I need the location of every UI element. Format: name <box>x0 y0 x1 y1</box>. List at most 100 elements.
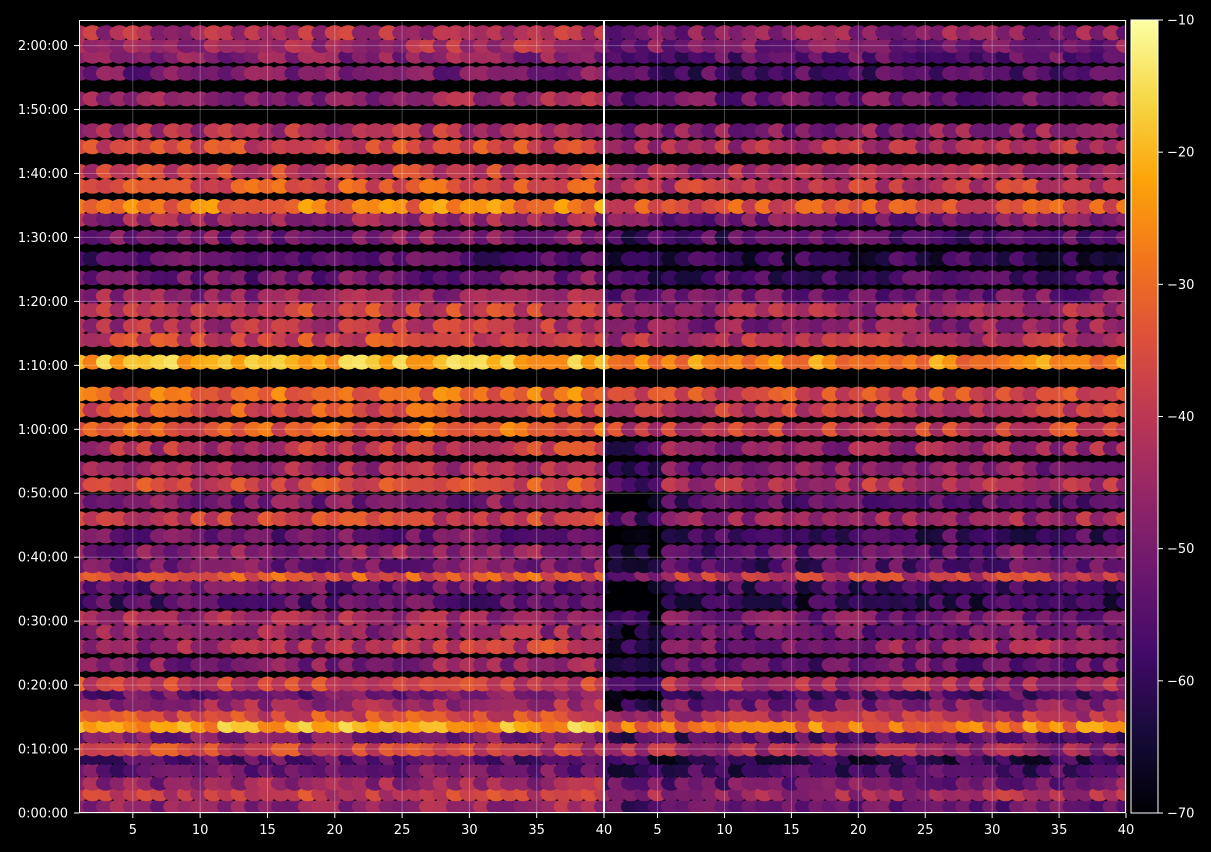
heatmap-cell <box>594 65 604 81</box>
heatmap-cell <box>1116 610 1126 626</box>
heatmap-cell <box>1116 65 1126 81</box>
heatmap-cell <box>1116 775 1126 791</box>
heatmap-cell <box>594 461 604 477</box>
heatmap-cell <box>594 251 604 267</box>
heatmap-cell <box>1116 494 1126 510</box>
heatmap-cell <box>1116 251 1126 267</box>
heatmap-cell <box>594 211 604 227</box>
heatmap-cell <box>594 775 604 791</box>
colorbar-tick-label: −50 <box>1167 542 1194 557</box>
heatmap-panel-right <box>604 25 1126 813</box>
y-tick-label: 0:20:00 <box>18 679 68 694</box>
y-tick-label: 1:50:00 <box>18 103 68 118</box>
y-tick-label: 0:10:00 <box>18 743 68 758</box>
heatmap-cell <box>1116 696 1126 712</box>
heatmap-cell <box>1116 178 1126 194</box>
axes-frame <box>79 20 604 813</box>
heatmap-cell <box>1116 163 1126 179</box>
heatmap-cell <box>1116 741 1126 757</box>
heatmap-cell <box>1116 528 1126 544</box>
heatmap-cell <box>1116 332 1126 348</box>
x-tick-label: 25 <box>917 823 934 838</box>
heatmap-cell <box>594 558 604 574</box>
heatmap-cell <box>594 657 604 673</box>
heatmap-cell <box>1116 386 1126 402</box>
heatmap-cell <box>594 386 604 402</box>
heatmap-cell <box>594 477 604 493</box>
x-tick-label: 40 <box>1118 823 1135 838</box>
heatmap-cell <box>594 139 604 155</box>
heatmap-cell <box>594 762 604 778</box>
x-tick-label: 5 <box>653 823 661 838</box>
heatmap-cell <box>1116 657 1126 673</box>
heatmap-cell <box>1116 302 1126 318</box>
x-axis: 5 10 15 20 25 30 35 40 5 10 15 20 25 30 35 40 <box>129 813 1135 838</box>
y-tick-label: 2:00:00 <box>18 39 68 54</box>
heatmap-cell <box>594 402 604 418</box>
heatmap-cell <box>594 270 604 286</box>
heatmap-cell <box>1116 461 1126 477</box>
colorbar-tick-label: −10 <box>1167 14 1194 29</box>
heatmap-cell <box>1116 38 1126 54</box>
heatmap-cell <box>1116 441 1126 456</box>
heatmap-cell <box>1116 579 1126 595</box>
heatmap-cell <box>594 494 604 510</box>
heatmap-cell <box>594 288 604 304</box>
y-tick-label: 0:00:00 <box>18 807 68 822</box>
heatmap-cell <box>1116 511 1126 527</box>
axes-frames <box>79 20 1126 813</box>
x-tick-label: 20 <box>850 823 867 838</box>
y-tick-label: 0:50:00 <box>18 487 68 502</box>
heatmap-cell <box>594 639 604 655</box>
heatmap-cell <box>594 511 604 527</box>
heatmap-cell <box>594 163 604 179</box>
y-tick-label: 1:20:00 <box>18 295 68 310</box>
y-tick-label: 0:40:00 <box>18 551 68 566</box>
y-tick-label: 1:00:00 <box>18 423 68 438</box>
heatmap-cell <box>1116 270 1126 286</box>
x-tick-label: 5 <box>129 823 137 838</box>
heatmap-cell <box>594 610 604 626</box>
x-tick-label: 20 <box>326 823 343 838</box>
heatmap-cell <box>1116 421 1126 437</box>
colorbar-bar <box>1130 19 1159 814</box>
heatmap-cell <box>594 38 604 54</box>
heatmap-cell <box>594 229 604 245</box>
heatmap-cell <box>1116 639 1126 655</box>
y-tick-label: 1:10:00 <box>18 359 68 374</box>
x-tick-label: 35 <box>1051 823 1068 838</box>
heatmap-cell <box>1116 139 1126 155</box>
heatmap-cell <box>594 579 604 595</box>
heatmap-cell <box>594 25 604 41</box>
axes-frame <box>604 20 1126 813</box>
heatmap-cell <box>1116 91 1126 107</box>
colorbar-tick-label: −20 <box>1167 146 1194 161</box>
heatmap-cell <box>1116 354 1126 370</box>
heatmap-cell <box>594 123 604 139</box>
x-tick-label: 10 <box>192 823 209 838</box>
heatmap-cell <box>594 696 604 712</box>
heatmap-cell <box>1116 211 1126 227</box>
heatmap-cell <box>1116 762 1126 778</box>
heatmap-cell <box>1116 477 1126 493</box>
heatmap-cell <box>594 178 604 194</box>
y-axis: 0:00:00 0:10:00 0:20:00 0:30:00 0:40:00 0:50:… <box>18 39 79 822</box>
heatmap-cell <box>1116 402 1126 418</box>
heatmap-cell <box>1116 594 1126 610</box>
heatmap-cell <box>594 318 604 334</box>
heatmap-cell <box>1116 624 1126 640</box>
heatmap-cell <box>1116 229 1126 245</box>
heatmap-cell <box>594 91 604 107</box>
heatmap-cell <box>594 544 604 560</box>
heatmap-cell <box>594 421 604 437</box>
heatmap-cell <box>1116 676 1126 692</box>
heatmap-cell <box>594 302 604 318</box>
x-tick-label: 15 <box>259 823 276 838</box>
heatmap-cell <box>1116 544 1126 560</box>
x-tick-label: 40 <box>596 823 613 838</box>
heatmap-cell <box>1116 318 1126 334</box>
heatmap-cell <box>1116 288 1126 304</box>
heatmap-cell <box>594 528 604 544</box>
heatmap-cell <box>594 741 604 757</box>
